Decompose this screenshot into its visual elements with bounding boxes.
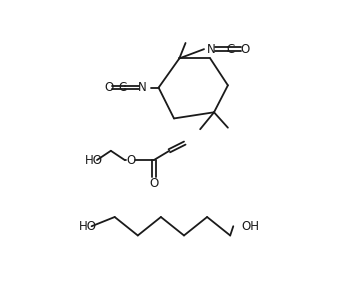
Text: HO: HO (85, 153, 103, 166)
Text: N: N (206, 43, 215, 56)
Text: C: C (118, 81, 126, 94)
Text: OH: OH (241, 220, 259, 233)
Text: C: C (227, 43, 235, 56)
Text: HO: HO (79, 220, 97, 233)
Text: O: O (104, 81, 113, 94)
Text: O: O (240, 43, 250, 56)
Text: O: O (149, 177, 159, 190)
Text: N: N (138, 81, 147, 94)
Text: O: O (126, 153, 135, 166)
